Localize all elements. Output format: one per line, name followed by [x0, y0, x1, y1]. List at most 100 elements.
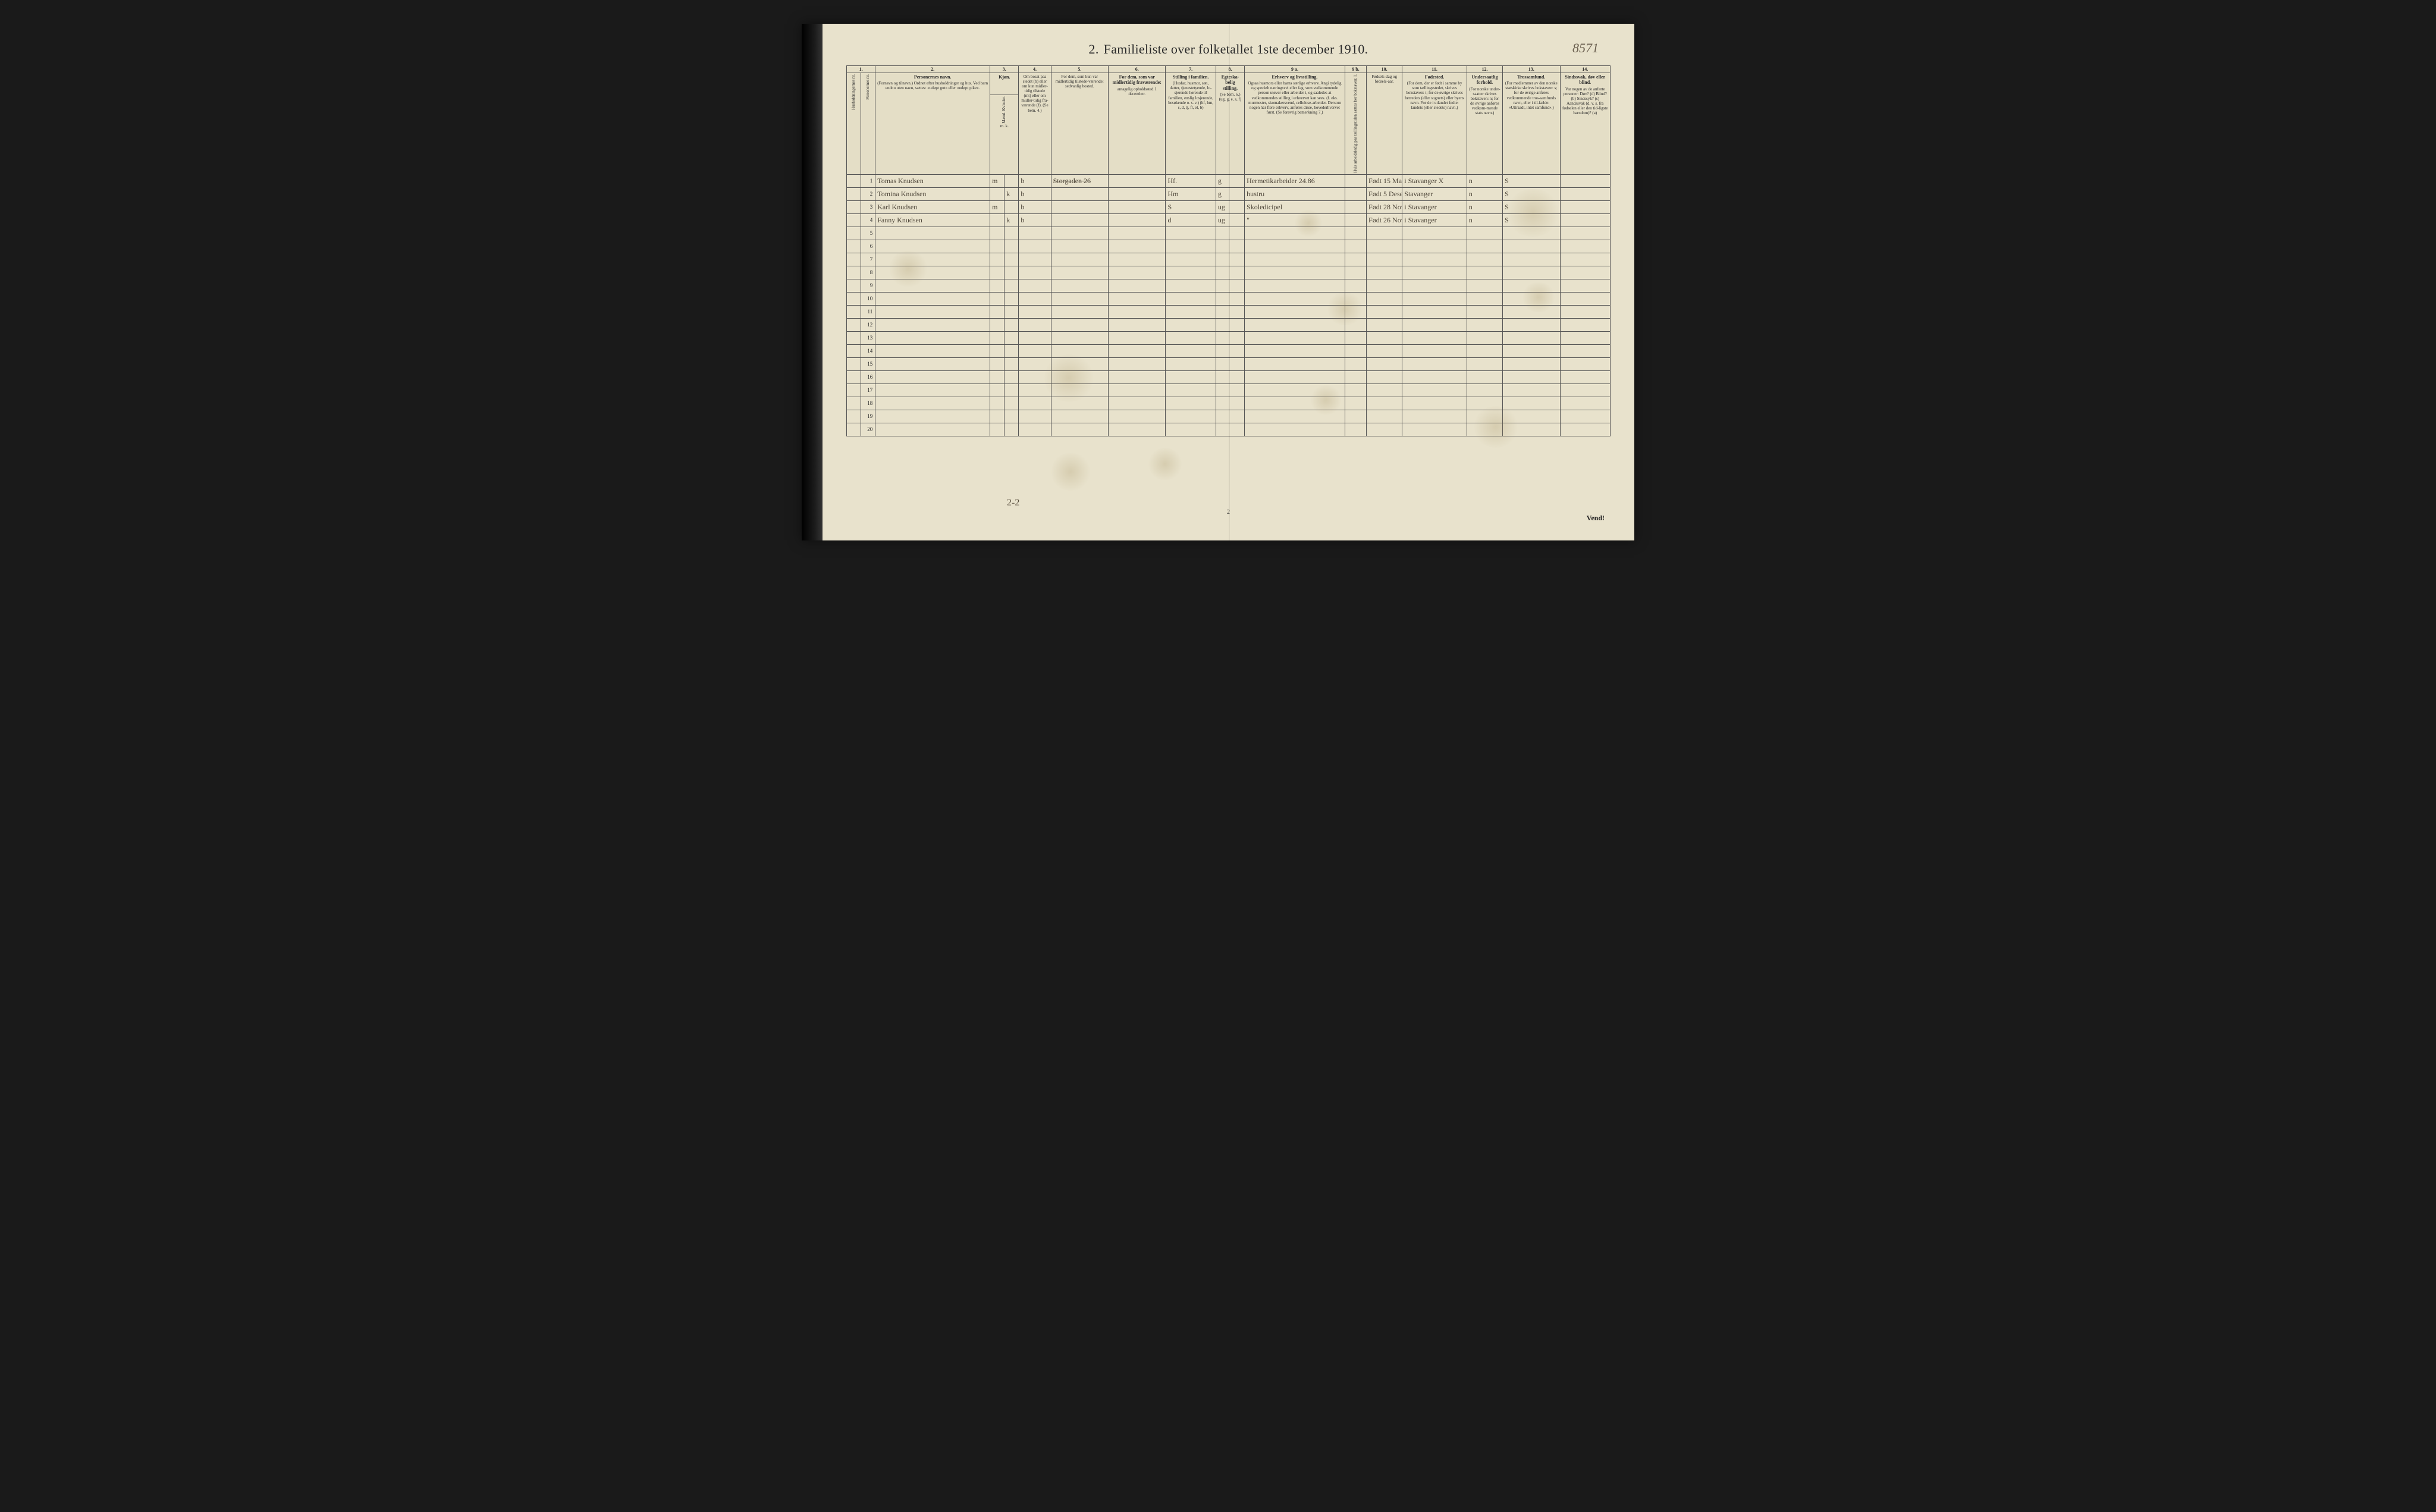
cell-empty	[1245, 370, 1345, 383]
cell-empty	[1216, 331, 1244, 344]
cell-empty	[1245, 240, 1345, 253]
cell-marital: g	[1216, 174, 1244, 187]
cell-empty	[1367, 410, 1402, 423]
cell-birthdate: Født 28 November 1902	[1367, 200, 1402, 213]
cell-empty	[1004, 253, 1019, 266]
hdr-disability: Sindssvak, døv eller blind. Var nogen av…	[1560, 73, 1610, 175]
cell-household	[847, 253, 861, 266]
cell-empty	[1166, 344, 1216, 357]
cell-empty	[1245, 253, 1345, 266]
table-row: 8	[847, 266, 1611, 279]
cell-empty	[1503, 410, 1560, 423]
cell-empty	[875, 357, 990, 370]
cell-person-nr: 13	[861, 331, 875, 344]
cell-temp-present	[1051, 187, 1108, 200]
cell-empty	[1051, 318, 1108, 331]
table-row: 10	[847, 292, 1611, 305]
cell-disability	[1560, 174, 1610, 187]
colnum: 7.	[1166, 66, 1216, 73]
cell-empty	[1367, 383, 1402, 397]
cell-empty	[1367, 266, 1402, 279]
cell-empty	[1402, 240, 1467, 253]
cell-empty	[1004, 240, 1019, 253]
cell-person-nr: 20	[861, 423, 875, 436]
cell-empty	[1503, 305, 1560, 318]
cell-empty	[1402, 397, 1467, 410]
cell-empty	[1166, 305, 1216, 318]
cell-empty	[1345, 331, 1366, 344]
cell-empty	[1345, 266, 1366, 279]
cell-unemployed	[1345, 187, 1366, 200]
cell-empty	[1109, 383, 1166, 397]
cell-empty	[1051, 292, 1108, 305]
cell-temp-absent	[1109, 174, 1166, 187]
cell-empty	[1560, 423, 1610, 436]
cell-temp-absent	[1109, 187, 1166, 200]
cell-empty	[1166, 292, 1216, 305]
cell-empty	[990, 410, 1004, 423]
cell-empty	[1245, 397, 1345, 410]
cell-empty	[1216, 292, 1244, 305]
cell-empty	[1345, 357, 1366, 370]
table-row: 6	[847, 240, 1611, 253]
colnum: 5.	[1051, 66, 1108, 73]
hdr-birthplace: Fødested. (For dem, der er født i samme …	[1402, 73, 1467, 175]
cell-empty	[1109, 305, 1166, 318]
cell-empty	[1402, 266, 1467, 279]
cell-empty	[1345, 227, 1366, 240]
cell-residence: b	[1019, 174, 1051, 187]
cell-empty	[1367, 423, 1402, 436]
cell-empty	[1402, 227, 1467, 240]
cell-empty	[1467, 397, 1502, 410]
cell-empty	[1245, 344, 1345, 357]
cell-empty	[1166, 410, 1216, 423]
cell-empty	[1245, 331, 1345, 344]
cell-empty	[1467, 318, 1502, 331]
footer-annotation: 2-2	[1007, 498, 1019, 508]
cell-empty	[1004, 331, 1019, 344]
colnum: 2.	[875, 66, 990, 73]
cell-empty	[1560, 227, 1610, 240]
cell-sex-m: m	[990, 174, 1004, 187]
cell-family-position: Hm	[1166, 187, 1216, 200]
cell-household	[847, 187, 861, 200]
cell-empty	[1245, 357, 1345, 370]
cell-sex-m	[990, 213, 1004, 227]
cell-empty	[1216, 240, 1244, 253]
census-table: 1. 2. 3. 4. 5. 6. 7. 8. 9 a. 9 b. 10. 11…	[846, 65, 1611, 436]
cell-disability	[1560, 200, 1610, 213]
cell-empty	[1467, 423, 1502, 436]
cell-empty	[1245, 227, 1345, 240]
cell-occupation: hustru	[1245, 187, 1345, 200]
cell-name: Fanny Knudsen	[875, 213, 990, 227]
cell-empty	[1019, 423, 1051, 436]
cell-empty	[1467, 292, 1502, 305]
cell-empty	[1503, 227, 1560, 240]
hdr-sex: Kjøn.	[990, 73, 1019, 95]
hdr-residence: Om bosat paa stedet (b) eller om kun mid…	[1019, 73, 1051, 175]
table-row: 5	[847, 227, 1611, 240]
colnum: 4.	[1019, 66, 1051, 73]
table-row: 18	[847, 397, 1611, 410]
cell-empty	[1467, 279, 1502, 292]
cell-empty	[1345, 410, 1366, 423]
cell-disability	[1560, 213, 1610, 227]
cell-empty	[1402, 279, 1467, 292]
cell-residence: b	[1019, 200, 1051, 213]
cell-empty	[1560, 253, 1610, 266]
cell-empty	[1503, 279, 1560, 292]
title-text: Familieliste over folketallet 1ste decem…	[1104, 42, 1368, 56]
cell-empty	[1051, 344, 1108, 357]
table-row: 4Fanny Knudsenkbdug"Født 26 November 190…	[847, 213, 1611, 227]
cell-empty	[1367, 318, 1402, 331]
cell-household	[847, 279, 861, 292]
cell-empty	[1467, 253, 1502, 266]
cell-empty	[1216, 279, 1244, 292]
cell-empty	[1560, 331, 1610, 344]
table-row: 7	[847, 253, 1611, 266]
column-number-row: 1. 2. 3. 4. 5. 6. 7. 8. 9 a. 9 b. 10. 11…	[847, 66, 1611, 73]
cell-nationality: n	[1467, 213, 1502, 227]
cell-religion: S	[1503, 213, 1560, 227]
page-annotation-top: 8571	[1572, 40, 1599, 56]
cell-empty	[1109, 331, 1166, 344]
